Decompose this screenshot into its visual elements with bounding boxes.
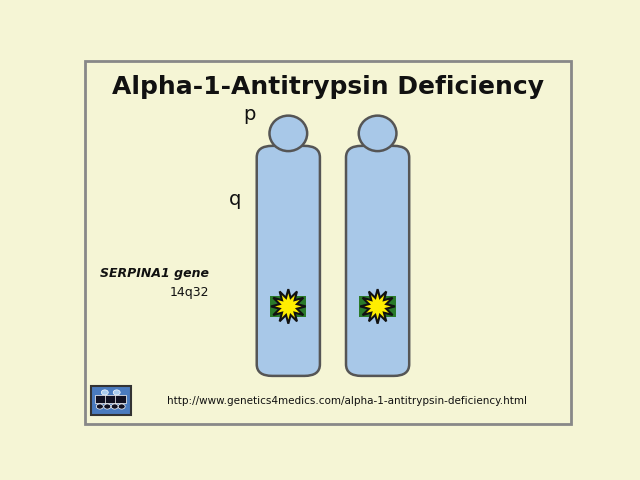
Bar <box>270 296 307 317</box>
Text: SERPINA1 gene: SERPINA1 gene <box>100 267 209 280</box>
Text: Alpha-1-Antitrypsin Deficiency: Alpha-1-Antitrypsin Deficiency <box>112 75 544 99</box>
Bar <box>360 296 396 317</box>
Text: p: p <box>244 106 256 124</box>
Circle shape <box>101 390 108 395</box>
Text: http://www.genetics4medics.com/alpha-1-antitrypsin-deficiency.html: http://www.genetics4medics.com/alpha-1-a… <box>167 396 527 406</box>
Circle shape <box>104 404 111 409</box>
FancyBboxPatch shape <box>346 146 409 376</box>
Polygon shape <box>271 289 306 324</box>
Circle shape <box>118 404 125 409</box>
Circle shape <box>111 404 118 409</box>
Text: 14q32: 14q32 <box>170 286 209 299</box>
Circle shape <box>97 404 103 409</box>
Bar <box>115 395 126 403</box>
Circle shape <box>113 390 120 395</box>
Ellipse shape <box>359 116 396 151</box>
Bar <box>106 395 116 403</box>
Polygon shape <box>360 289 395 324</box>
Bar <box>95 395 106 403</box>
Ellipse shape <box>269 116 307 151</box>
Text: q: q <box>229 191 241 209</box>
FancyBboxPatch shape <box>91 386 131 415</box>
FancyBboxPatch shape <box>257 146 320 376</box>
